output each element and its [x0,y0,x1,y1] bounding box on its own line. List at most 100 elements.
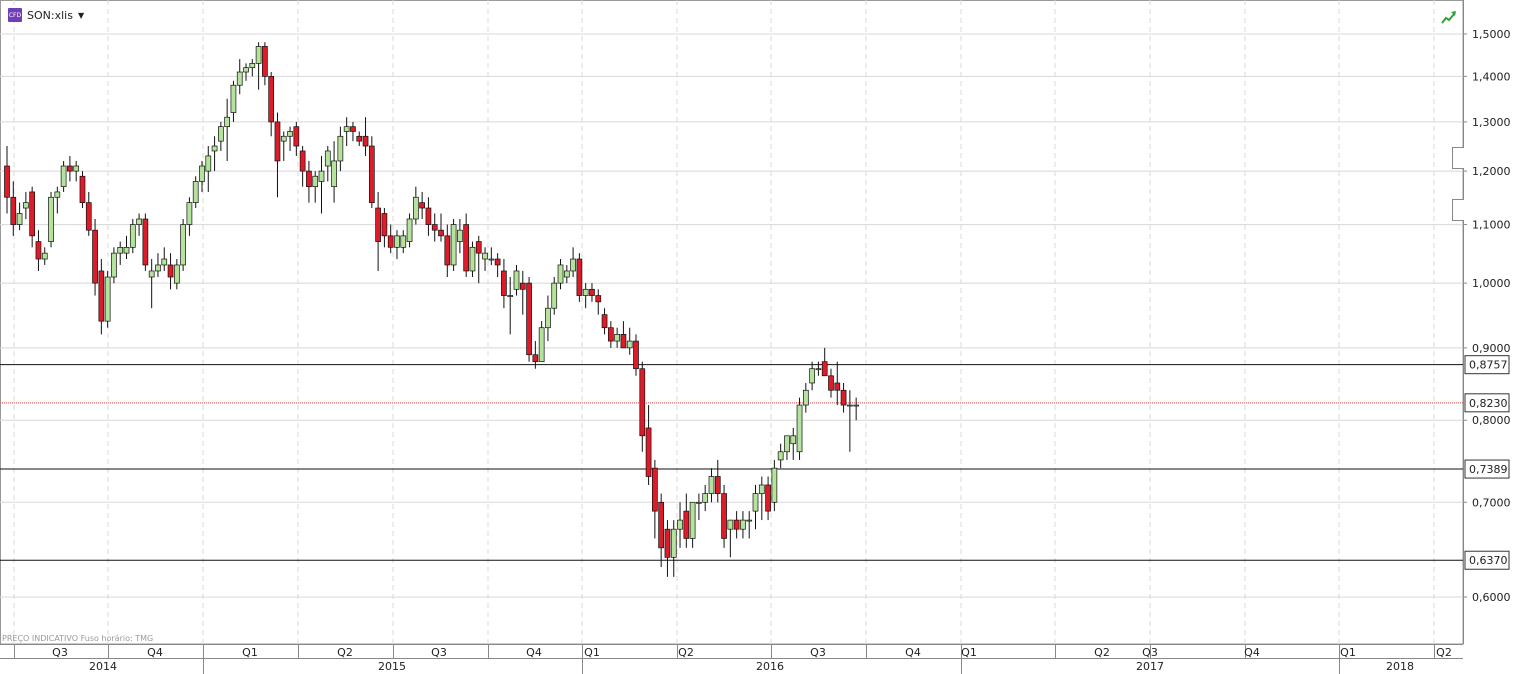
quarter-label: Q4 [905,646,921,659]
symbol-selector[interactable]: CFD SON:xlis ▼ [8,8,84,22]
candle-body [205,155,212,172]
candle-body [702,493,709,503]
grid-layer [0,0,1464,645]
price-tick-label: 0,7000 [1472,496,1511,509]
quarter-label: Q1 [1340,646,1356,659]
candle-body [494,258,501,266]
candle-body [545,307,551,329]
candle-body [639,368,646,437]
candle-body [828,375,834,391]
candle-body [293,126,300,147]
quarter-label: Q3 [810,646,826,659]
candle-body [419,202,425,209]
candle-body [218,126,224,142]
candle-body [10,196,17,225]
candle-body [280,135,287,142]
candle-body [790,435,797,445]
candle-body [29,191,36,237]
candle-body [519,282,526,290]
candles-layer [4,42,860,577]
candle-body [167,264,174,278]
candle-body [796,404,803,453]
candle-body [142,218,149,266]
candle-body [117,246,124,254]
candle-body [425,207,432,225]
candle-body [199,165,205,182]
candle-body [173,264,180,284]
price-tick-label: 1,0000 [1472,277,1511,290]
year-label: 2017 [1136,660,1164,673]
quarter-label: Q3 [52,646,68,659]
candle-body [236,71,243,86]
candle-body [576,258,583,296]
price-tick-label: 0,9000 [1472,342,1511,355]
level-label-box [1464,550,1510,570]
candle-body [809,368,815,384]
footer-note: PREÇO INDICATIVO Fuso horário: TMG [2,634,153,643]
quarter-label: Q1 [242,646,258,659]
candle-body [438,229,444,237]
price-tick-label: 1,1000 [1472,219,1511,232]
price-tick-label: 1,5000 [1472,28,1511,41]
candle-body [853,404,860,407]
candle-body [658,501,665,549]
candle-body [689,501,696,539]
candle-body [192,181,199,203]
candle-body [815,368,822,371]
candle-body [350,126,356,132]
candle-body [475,241,482,254]
candle-body [840,389,847,406]
candle-body [136,218,142,225]
candle-body [683,510,690,539]
plot-border [0,0,1464,645]
candle-body [337,135,344,162]
candle-body [98,270,105,322]
candle-body [431,224,438,231]
candle-body [501,270,507,296]
candle-body [312,175,319,188]
candle-body [318,170,325,182]
quarter-label: Q3 [431,646,447,659]
candle-body [589,288,595,296]
candle-body [161,258,168,266]
candle-body [733,519,740,530]
candle-body [356,135,363,142]
candle-body [400,235,407,248]
candle-body [607,327,614,342]
candle-body [368,145,375,203]
side-panel-toggle-1[interactable] [1452,147,1464,169]
candle-body [211,145,218,152]
candle-body [721,493,727,539]
candle-body [444,235,451,266]
level-label-box [1464,355,1510,375]
candle-body [784,435,790,453]
candle-body [834,382,841,391]
candle-body [463,224,470,272]
side-panel-toggle-2[interactable] [1452,199,1464,221]
candle-body [714,476,721,494]
candle-body [532,354,539,363]
candle-body [23,202,29,209]
candle-body [413,196,419,220]
candle-body [381,213,388,237]
trend-arrow-icon[interactable] [1440,9,1458,25]
candle-body [469,246,476,272]
chevron-down-icon: ▼ [77,10,85,20]
candle-body [35,241,42,260]
candle-body [771,467,778,503]
candle-body [652,467,658,512]
candle-body [450,224,457,266]
candle-body [777,451,784,461]
quarter-label: Q4 [526,646,542,659]
candle-body [513,270,520,290]
year-label: 2015 [378,660,406,673]
price-tick-label: 1,4000 [1472,70,1511,83]
candle-body [563,270,570,278]
candle-body [526,282,532,356]
candle-body [752,493,759,512]
candle-body [73,165,80,172]
horizontal-levels[interactable] [0,364,1463,561]
quarter-label: Q2 [337,646,353,659]
candle-body [507,295,514,297]
